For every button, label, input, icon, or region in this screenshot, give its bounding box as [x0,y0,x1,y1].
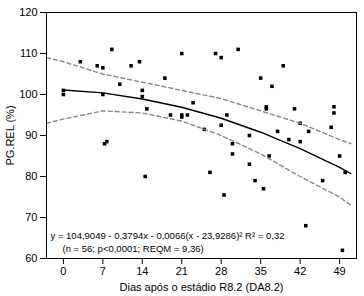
svg-text:0: 0 [60,265,66,277]
svg-text:28: 28 [215,265,227,277]
svg-text:(n = 56; p<0,0001; REQM = 9,36: (n = 56; p<0,0001; REQM = 9,36) [63,243,204,254]
svg-text:110: 110 [20,47,38,59]
svg-text:100: 100 [19,88,37,100]
svg-text:Dias após o estádio R8.2 (DA8.: Dias após o estádio R8.2 (DA8.2) [120,281,284,293]
svg-text:90: 90 [25,129,37,141]
svg-text:120: 120 [19,6,37,18]
svg-text:60: 60 [25,252,37,264]
svg-text:80: 80 [25,170,37,182]
svg-text:y = 104,9049 - 0,3794x - 0,006: y = 104,9049 - 0,3794x - 0,0066(x - 23,9… [51,230,285,241]
svg-text:70: 70 [25,211,37,223]
svg-text:49: 49 [333,265,345,277]
svg-text:35: 35 [255,265,267,277]
svg-text:7: 7 [100,265,106,277]
svg-text:14: 14 [136,265,148,277]
svg-text:21: 21 [176,265,188,277]
svg-text:42: 42 [294,265,306,277]
svg-text:PG.REL (%): PG.REL (%) [4,105,16,165]
